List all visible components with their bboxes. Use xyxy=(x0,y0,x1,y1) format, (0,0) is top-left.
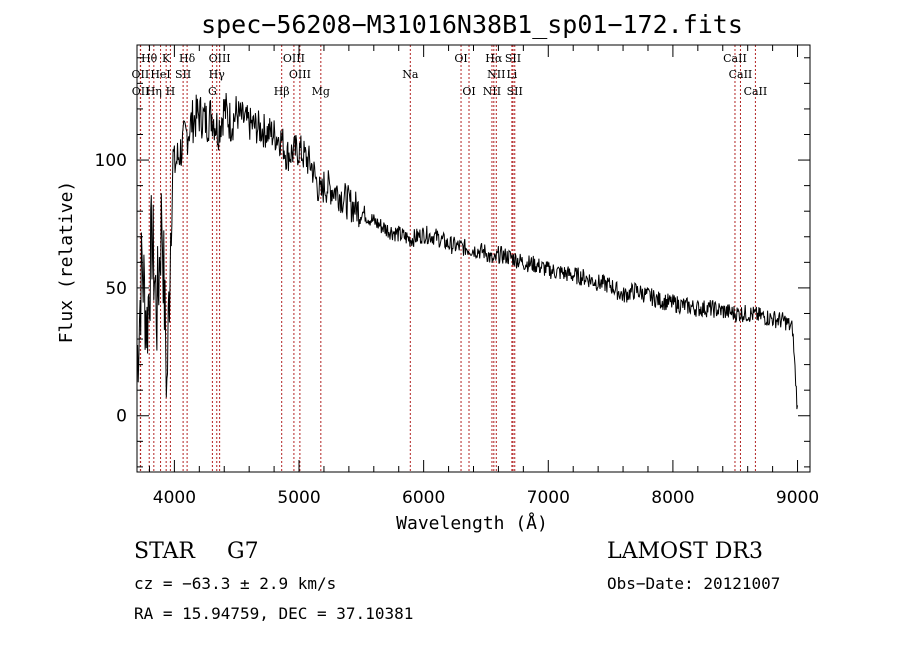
line-label: G xyxy=(208,85,217,98)
line-label: Hη xyxy=(146,85,162,98)
chart-title: spec−56208−M31016N38B1_sp01−172.fits xyxy=(201,10,743,39)
line-label: Mg xyxy=(312,85,330,98)
y-tick-label: 100 xyxy=(95,151,127,171)
line-label: SII xyxy=(505,52,521,65)
line-label: CaII xyxy=(729,68,753,81)
redshift-label: cz = −63.3 ± 2.9 km/s xyxy=(134,574,337,593)
spectrum-line xyxy=(136,92,798,410)
coordinates-label: RA = 15.94759, DEC = 37.10381 xyxy=(134,604,414,623)
line-label: SII xyxy=(175,68,191,81)
line-label: Na xyxy=(402,68,419,81)
line-label: H xyxy=(166,85,176,98)
object-class: STAR G7 xyxy=(134,539,259,564)
survey-label: LAMOST DR3 xyxy=(607,539,763,564)
line-label: Li xyxy=(506,68,517,81)
line-label: OII xyxy=(132,85,150,98)
line-label: SII xyxy=(507,85,523,98)
y-tick-label: 0 xyxy=(116,407,127,427)
y-tick-label: 50 xyxy=(105,279,127,299)
line-label: CaII xyxy=(723,52,747,65)
y-axis-ticks: 0 50 100 xyxy=(95,57,810,468)
line-label: HeI xyxy=(150,68,170,81)
line-label: Hθ xyxy=(141,52,158,65)
obs-date-label: Obs−Date: 20121007 xyxy=(607,574,781,593)
x-axis-label: Wavelength (Å) xyxy=(396,512,548,534)
x-tick-label: 9000 xyxy=(776,488,819,508)
x-tick-label: 8000 xyxy=(651,488,694,508)
x-tick-label: 6000 xyxy=(402,488,445,508)
line-label: K xyxy=(162,52,171,65)
line-label: Hδ xyxy=(179,52,196,65)
line-label: OIII xyxy=(283,52,305,65)
y-axis-label: Flux (relative) xyxy=(56,181,77,344)
x-tick-label: 4000 xyxy=(153,488,196,508)
x-axis-ticks: 4000 5000 6000 7000 8000 9000 xyxy=(148,45,819,508)
emission-line-markers xyxy=(139,45,756,472)
line-label: OIII xyxy=(289,68,311,81)
line-label: OI xyxy=(454,52,467,65)
line-label: OIII xyxy=(209,52,231,65)
line-label: NII xyxy=(483,85,501,98)
line-label: NII xyxy=(487,68,505,81)
line-label: CaII xyxy=(744,85,768,98)
subclass-label: G7 xyxy=(227,539,259,564)
line-label: OI xyxy=(462,85,475,98)
line-label: Hγ xyxy=(209,68,226,81)
x-tick-label: 5000 xyxy=(277,488,320,508)
class-label: STAR xyxy=(134,539,195,564)
x-tick-label: 7000 xyxy=(527,488,570,508)
line-label: OII xyxy=(132,68,150,81)
line-label: Hα xyxy=(485,52,503,65)
line-label: Hβ xyxy=(274,85,290,98)
